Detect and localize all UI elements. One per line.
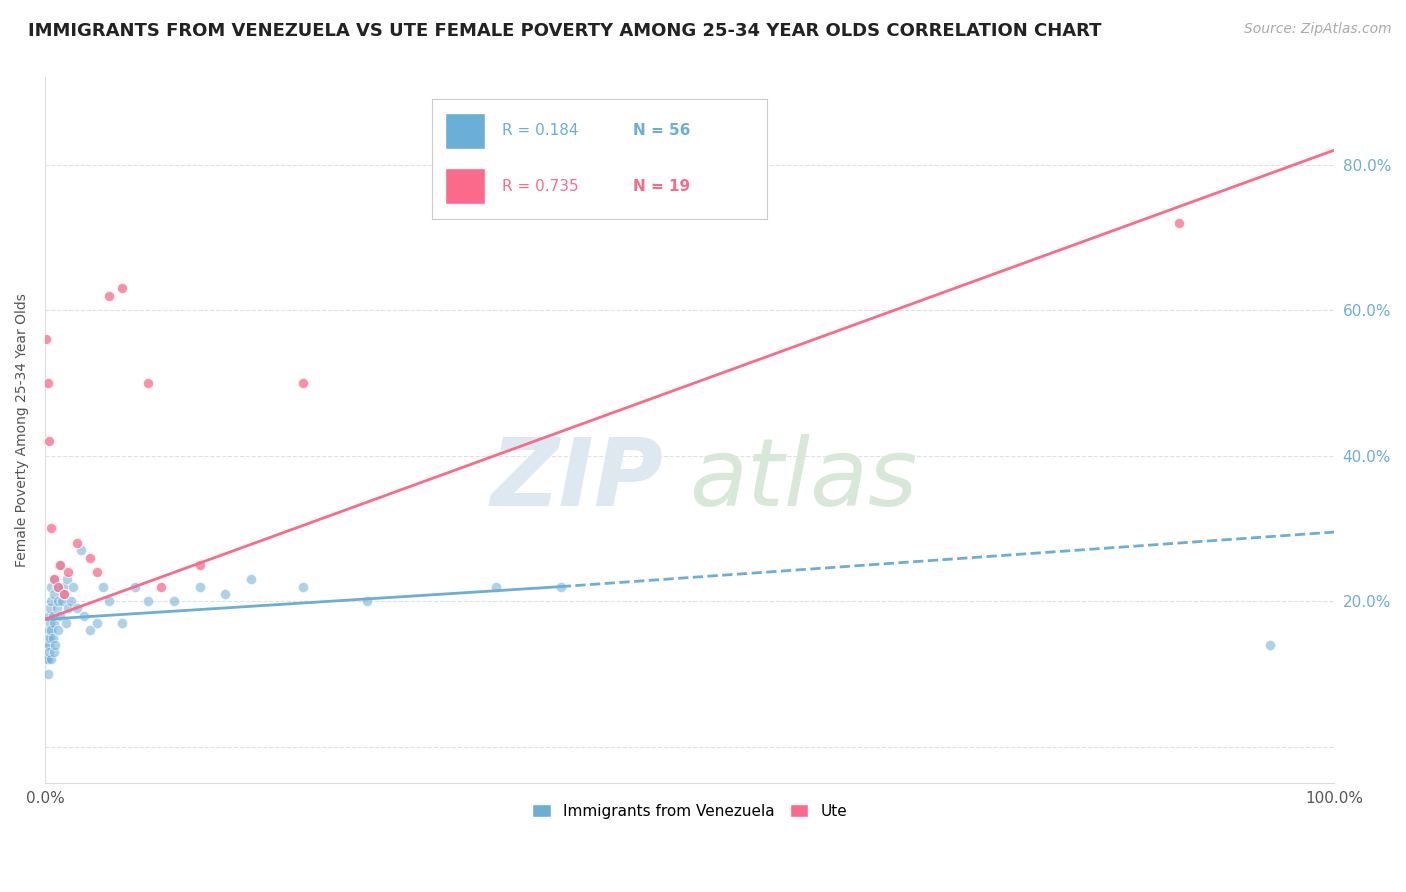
Point [136,594,159,608]
Point [136,376,159,390]
Point [150,580,173,594]
Point [38,638,60,652]
Point [35,638,58,652]
Point [44,573,66,587]
Point [46,594,69,608]
Point [41,624,63,638]
Point [39,631,62,645]
Point [72,608,94,623]
Point [35,332,58,346]
Point [91,580,114,594]
Point [55,615,77,630]
Point [35,652,58,666]
Y-axis label: Female Poverty Among 25-34 Year Olds: Female Poverty Among 25-34 Year Olds [15,293,30,567]
Point [53,587,76,601]
Point [98,594,121,608]
Point [41,521,63,535]
Point [111,615,134,630]
Point [163,594,186,608]
Point [56,601,79,615]
Point [86,615,108,630]
Point [41,631,63,645]
Point [1168,216,1191,230]
Point [42,587,65,601]
Point [37,376,59,390]
Point [79,624,101,638]
Point [42,615,65,630]
Point [53,587,76,601]
Point [188,558,211,572]
Point [37,631,59,645]
Point [59,594,82,608]
Point [291,376,314,390]
Point [45,601,67,615]
Point [240,573,263,587]
Point [41,594,63,608]
Point [111,281,134,295]
Point [49,608,72,623]
Point [485,580,508,594]
Point [39,615,62,630]
Point [41,608,63,623]
Point [42,573,65,587]
Point [79,550,101,565]
Point [291,580,314,594]
Point [37,667,59,681]
Legend: Immigrants from Venezuela, Ute: Immigrants from Venezuela, Ute [526,797,853,825]
Point [56,573,79,587]
Point [98,288,121,302]
Point [550,580,572,594]
Point [1258,638,1281,652]
Text: atlas: atlas [689,434,918,525]
Point [39,601,62,615]
Point [42,645,65,659]
Point [38,434,60,449]
Point [188,580,211,594]
Text: ZIP: ZIP [491,434,664,525]
Point [41,652,63,666]
Point [52,580,75,594]
Point [51,594,73,608]
Point [46,580,69,594]
Point [62,580,84,594]
Point [38,608,60,623]
Point [70,543,93,558]
Point [356,594,378,608]
Point [48,558,70,572]
Point [124,580,146,594]
Point [49,558,72,572]
Point [38,645,60,659]
Point [41,580,63,594]
Point [66,536,89,550]
Point [44,638,66,652]
Point [46,624,69,638]
Point [214,587,236,601]
Point [37,652,59,666]
Point [86,565,108,579]
Text: IMMIGRANTS FROM VENEZUELA VS UTE FEMALE POVERTY AMONG 25-34 YEAR OLDS CORRELATIO: IMMIGRANTS FROM VENEZUELA VS UTE FEMALE … [28,22,1102,40]
Point [38,624,60,638]
Point [56,565,79,579]
Point [45,580,67,594]
Point [66,601,89,615]
Text: Source: ZipAtlas.com: Source: ZipAtlas.com [1244,22,1392,37]
